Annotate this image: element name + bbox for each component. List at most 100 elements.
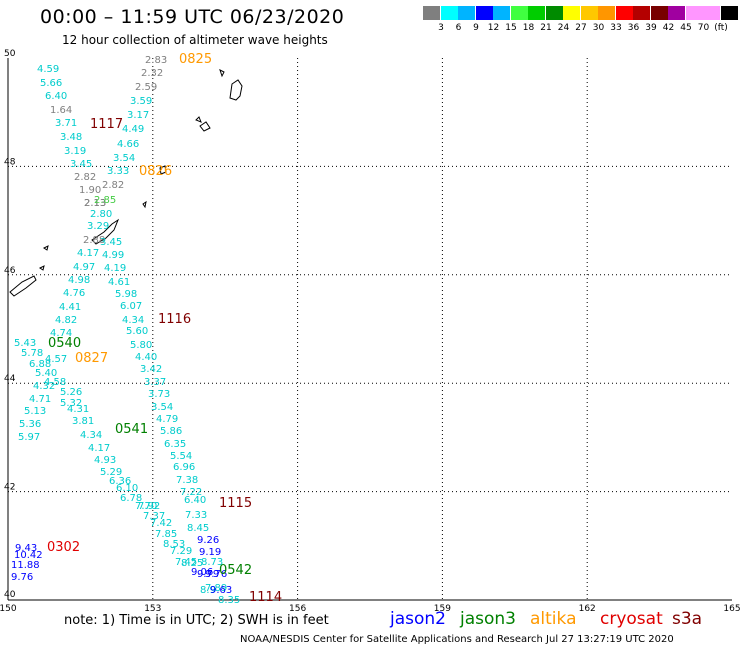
lat-tick-label: 50 (4, 49, 16, 59)
scale-swatch (458, 6, 475, 20)
wave-height-value: 2.85 (94, 195, 116, 206)
wave-height-value: 9.79 (197, 569, 219, 580)
wave-height-value: 4.59 (37, 64, 59, 75)
axis-tick-labels: 50 48 46 44 42 40 150 153 156 159 162 165 (0, 49, 740, 614)
scale-label: 18 (522, 23, 535, 33)
wave-height-value: 5.66 (40, 78, 62, 89)
wave-height-value: 8.9 (200, 585, 216, 596)
lat-tick-label: 40 (4, 590, 16, 600)
wave-height-value: 7.22 (180, 487, 202, 498)
scale-label: 42 (662, 23, 675, 33)
scale-swatch (598, 6, 615, 20)
wave-height-value: 8.45 (187, 523, 209, 534)
satellite-legend-item: altika (530, 609, 577, 629)
wave-height-value: 4.19 (104, 263, 126, 274)
scale-swatch (650, 6, 668, 20)
island-shape (91, 218, 120, 245)
wave-height-value: 5.43 (14, 338, 36, 349)
wave-height-value: 6.07 (120, 301, 142, 312)
lat-lon-grid (7, 58, 732, 601)
wave-height-value: 3.29 (87, 221, 109, 232)
scale-swatch (475, 6, 493, 20)
lat-tick-label: 48 (4, 157, 16, 167)
wave-height-value: 7.70 (135, 501, 157, 512)
pass-time-label: 0540 (48, 336, 81, 351)
scale-label: (ft) (714, 23, 728, 33)
wave-height-value: 3.42 (140, 364, 162, 375)
scale-swatch (545, 6, 563, 20)
scale-swatch (703, 6, 720, 20)
page-subtitle: 12 hour collection of altimeter wave hei… (62, 33, 328, 47)
island-shape (159, 165, 167, 175)
wave-height-value: 5.36 (19, 419, 41, 430)
wave-height-value: 3.54 (151, 402, 173, 413)
wave-height-value: 6.96 (173, 462, 195, 473)
wave-height-value: 8.35 (218, 595, 240, 606)
wave-height-value: 4.32 (33, 381, 55, 392)
wave-height-value: 9.06 (191, 567, 213, 578)
wave-height-value: 8.53 (163, 539, 185, 550)
scale-swatch (440, 6, 458, 20)
wave-height-value: 3.45 (100, 237, 122, 248)
wave-height-value: 11.88 (11, 560, 40, 571)
wave-height-value: 7.33 (185, 510, 207, 521)
scale-label: 36 (627, 23, 640, 33)
wave-height-value: 9.76 (205, 569, 227, 580)
island-shape (43, 245, 49, 251)
wave-height-value: 4.57 (45, 354, 67, 365)
wave-height-value: 4.61 (108, 277, 130, 288)
wave-height-value: 3.19 (64, 146, 86, 157)
wave-height-value: 4.71 (29, 394, 51, 405)
scale-label: 33 (610, 23, 622, 33)
scale-label: 21 (540, 23, 552, 33)
pass-time-label: 1115 (219, 496, 252, 511)
scale-swatch (493, 6, 510, 20)
wave-height-value: 5.97 (18, 432, 40, 443)
page-title: 00:00 – 11:59 UTC 06/23/2020 (40, 6, 345, 28)
wave-height-value: 7.37 (143, 511, 165, 522)
wave-height-value: 7.85 (155, 529, 177, 540)
scale-swatch (528, 6, 545, 20)
scale-label: 27 (575, 23, 587, 33)
wave-height-value: 2.13 (84, 198, 106, 209)
wave-height-value: 5.13 (24, 406, 46, 417)
scale-label: 30 (592, 23, 605, 33)
lat-tick-label: 44 (4, 374, 16, 384)
wave-height-value: 7.45 (175, 557, 197, 568)
scale-swatch (720, 6, 738, 20)
wave-height-value: 9.76 (11, 572, 33, 583)
wave-height-value: 6.35 (164, 439, 186, 450)
scale-label: 3 (438, 23, 444, 33)
island-shape (9, 275, 37, 297)
wave-height-value: 4.79 (156, 414, 178, 425)
satellite-legend-item: s3a (672, 609, 703, 629)
wave-height-value: 3.45 (70, 159, 92, 170)
lon-tick-label: 156 (289, 604, 306, 614)
pass-time-label: 0825 (179, 52, 212, 67)
lon-tick-label: 162 (579, 604, 596, 614)
wave-height-value: 4.17 (77, 248, 99, 259)
wave-height-value: 4.17 (88, 443, 110, 454)
pass-time-label: 0302 (47, 540, 80, 555)
wave-height-value: 4.34 (80, 430, 102, 441)
wave-height-value: 4.93 (94, 455, 116, 466)
wave-height-value: 5.60 (126, 326, 148, 337)
pass-time-label: 0827 (75, 351, 108, 366)
wave-height-value: 3.48 (60, 132, 82, 143)
satellite-legend-item: jason3 (460, 609, 516, 629)
wave-height-value: 4.31 (67, 404, 89, 415)
wave-height-value: 2.82 (74, 172, 96, 183)
satellite-legend-item: cryosat (600, 609, 663, 629)
pass-time-label: 1117 (90, 117, 123, 132)
wave-height-value: 4.58 (44, 377, 66, 388)
scale-label: 45 (680, 23, 692, 33)
wave-height-value: 7.92 (138, 501, 160, 512)
wave-height-value: 6.10 (116, 483, 138, 494)
wave-height-value: 5.86 (160, 426, 182, 437)
scale-swatch (423, 6, 440, 20)
wave-height-value: 8.25 (181, 558, 203, 569)
lon-tick-label: 165 (723, 604, 740, 614)
wave-height-value: 6.78 (120, 493, 142, 504)
wave-height-value: 9.26 (197, 535, 219, 546)
